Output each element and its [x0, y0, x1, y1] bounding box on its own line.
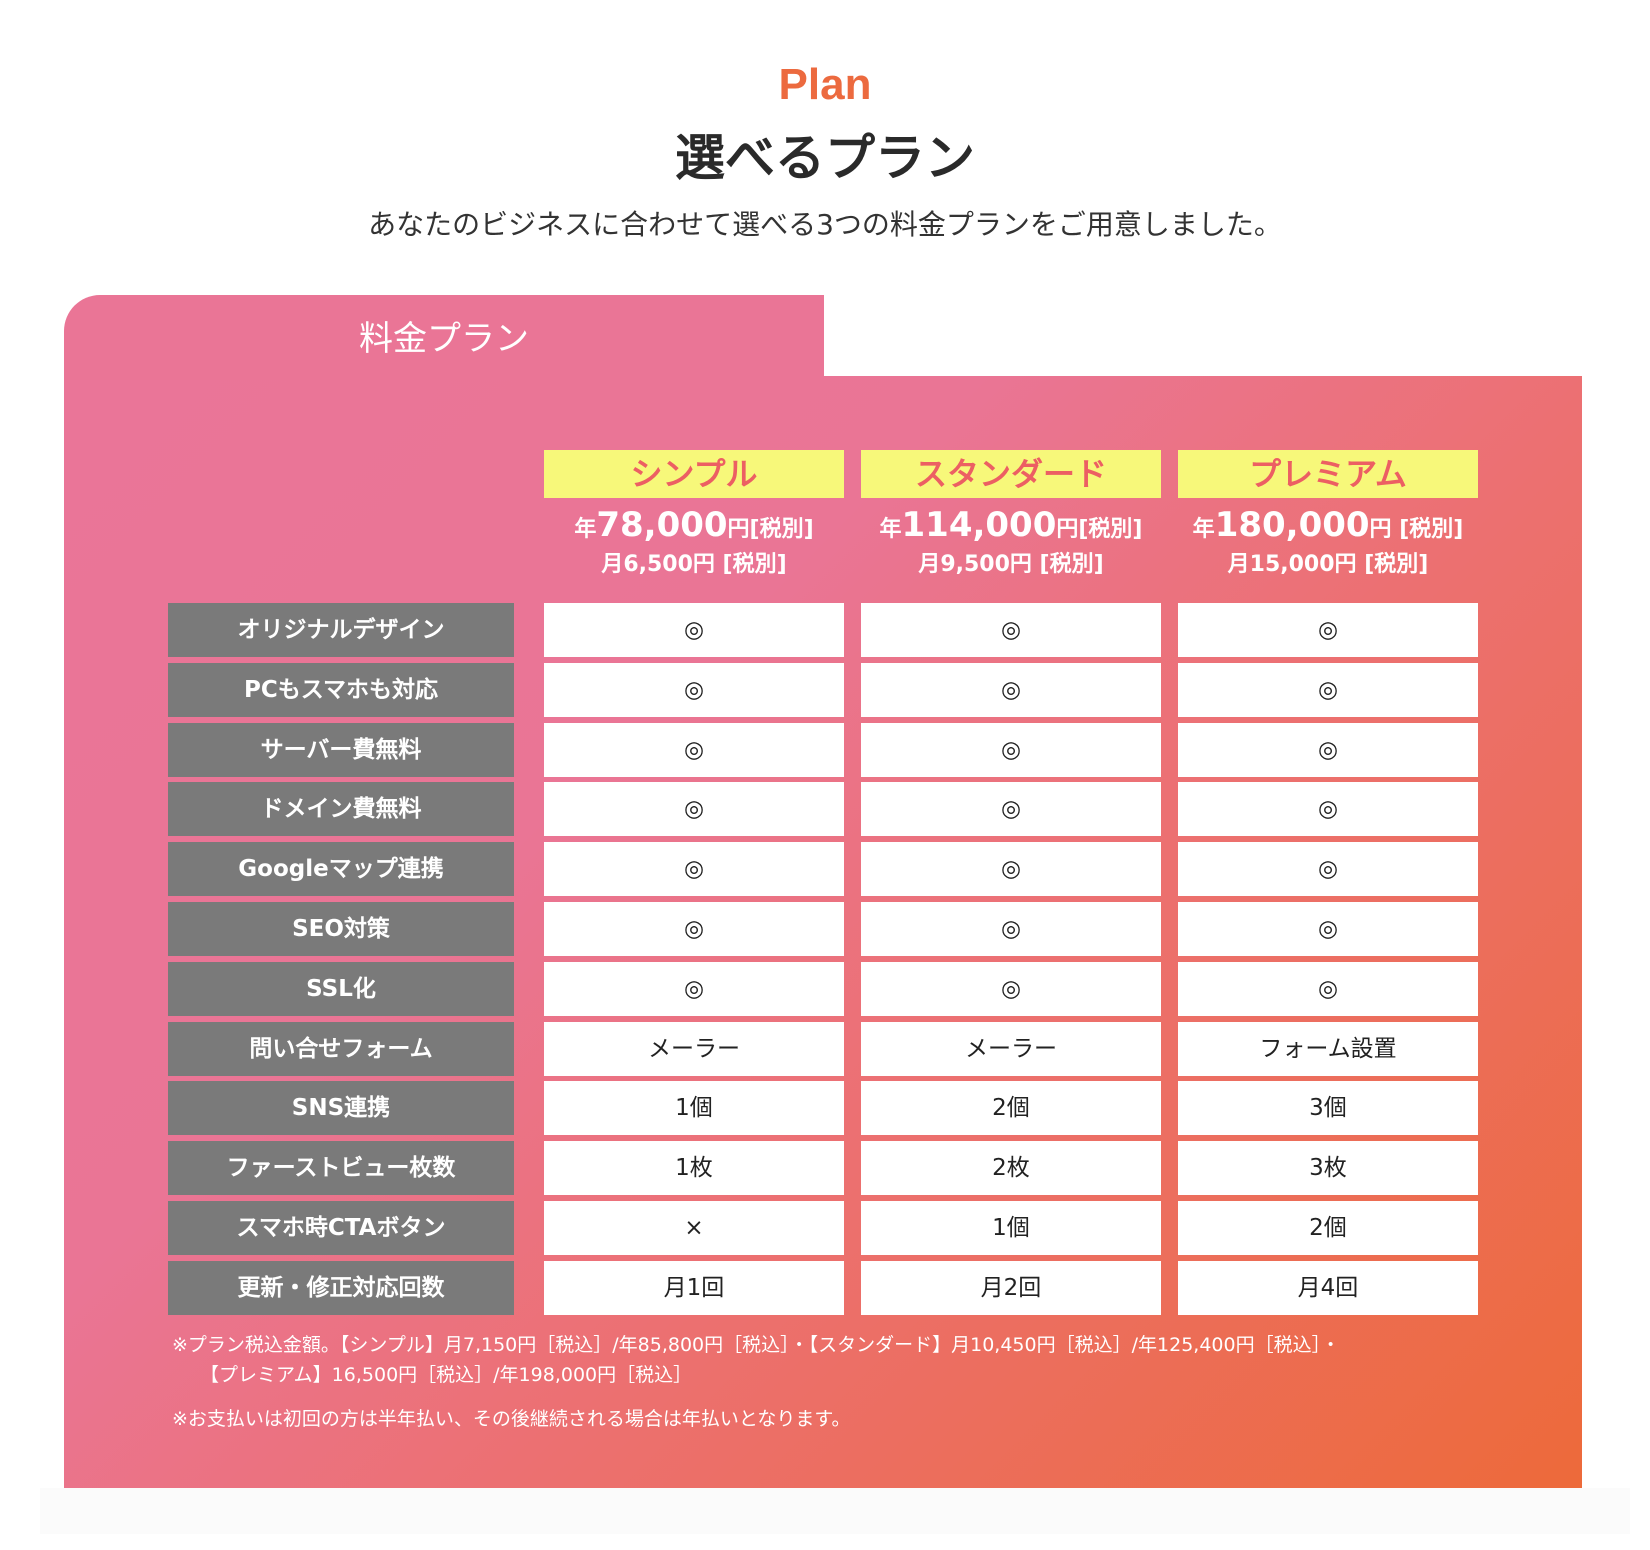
monthly-price: 月6,500円 [税別]	[601, 552, 787, 577]
yearly-suffix: 円[税別]	[1056, 517, 1143, 542]
plan-name: シンプル	[544, 450, 844, 498]
feature-label: PCもスマホも対応	[168, 663, 514, 717]
page-title: 選べるプラン	[675, 129, 975, 187]
feature-cell: メーラー	[861, 1022, 1161, 1076]
feature-cell: ◎	[1178, 723, 1478, 777]
feature-cell: ◎	[861, 603, 1161, 657]
feature-label: オリジナルデザイン	[168, 603, 514, 657]
yearly-prefix: 年	[879, 517, 902, 542]
plan-name: プレミアム	[1178, 450, 1478, 498]
feature-label: サーバー費無料	[168, 723, 514, 777]
feature-cell: ◎	[1178, 902, 1478, 956]
yearly-suffix: 円[税別]	[727, 517, 814, 542]
yearly-prefix: 年	[1192, 517, 1215, 542]
yearly-price: 年114,000円[税別]	[861, 505, 1161, 551]
feature-label: ドメイン費無料	[168, 782, 514, 836]
feature-cell: ◎	[1178, 663, 1478, 717]
tax-note-line2: 【プレミアム】16,500円［税込］/年198,000円［税込］	[200, 1364, 693, 1386]
feature-cell: 月2回	[861, 1261, 1161, 1315]
payment-note: ※お支払いは初回の方は半年払い、その後継続される場合は年払いとなります。	[172, 1408, 851, 1430]
tax-note: ※プラン税込金額。【シンプル】月7,150円［税込］/年85,800円［税込］・…	[172, 1330, 1502, 1390]
feature-cell: ◎	[1178, 782, 1478, 836]
feature-cell: ◎	[544, 902, 844, 956]
feature-label: Googleマップ連携	[168, 842, 514, 896]
feature-cell: ◎	[1178, 962, 1478, 1016]
feature-cell: 月1回	[544, 1261, 844, 1315]
feature-cell: ◎	[861, 902, 1161, 956]
feature-cell: 1個	[544, 1081, 844, 1135]
feature-cell: ◎	[544, 663, 844, 717]
feature-cell: 3個	[1178, 1081, 1478, 1135]
yearly-amount: 78,000	[596, 505, 728, 545]
yearly-amount: 114,000	[901, 505, 1057, 545]
yearly-suffix: 円 [税別]	[1369, 517, 1464, 542]
feature-cell: ◎	[544, 962, 844, 1016]
feature-cell: 2個	[861, 1081, 1161, 1135]
feature-label: 問い合せフォーム	[168, 1022, 514, 1076]
feature-cell: ◎	[861, 723, 1161, 777]
feature-cell: ◎	[861, 962, 1161, 1016]
feature-cell: 2枚	[861, 1141, 1161, 1195]
feature-label: ファーストビュー枚数	[168, 1141, 514, 1195]
feature-label: スマホ時CTAボタン	[168, 1201, 514, 1255]
feature-cell: ◎	[861, 842, 1161, 896]
feature-cell: 3枚	[1178, 1141, 1478, 1195]
card-tab-label: 料金プラン	[359, 319, 529, 359]
feature-cell: 2個	[1178, 1201, 1478, 1255]
feature-cell: ◎	[544, 842, 844, 896]
feature-label: 更新・修正対応回数	[168, 1261, 514, 1315]
section-eyebrow: Plan	[778, 60, 872, 109]
feature-cell: ◎	[544, 603, 844, 657]
plan-name: スタンダード	[861, 450, 1161, 498]
feature-cell: ◎	[544, 723, 844, 777]
feature-cell: 月4回	[1178, 1261, 1478, 1315]
feature-cell: フォーム設置	[1178, 1022, 1478, 1076]
monthly-price: 月15,000円 [税別]	[1227, 552, 1429, 577]
feature-cell: 1個	[861, 1201, 1161, 1255]
feature-cell: 1枚	[544, 1141, 844, 1195]
feature-label: SSL化	[168, 962, 514, 1016]
feature-label: SEO対策	[168, 902, 514, 956]
yearly-prefix: 年	[574, 517, 597, 542]
feature-cell: ◎	[1178, 603, 1478, 657]
feature-cell: ◎	[861, 782, 1161, 836]
feature-label: SNS連携	[168, 1081, 514, 1135]
yearly-price: 年180,000円 [税別]	[1178, 505, 1478, 551]
feature-cell: ×	[544, 1201, 844, 1255]
page-subtitle: あなたのビジネスに合わせて選べる3つの料金プランをご用意しました。	[368, 208, 1282, 241]
yearly-amount: 180,000	[1214, 505, 1370, 545]
tax-note-line1: ※プラン税込金額。【シンプル】月7,150円［税込］/年85,800円［税込］・…	[172, 1334, 1341, 1356]
feature-cell: ◎	[1178, 842, 1478, 896]
monthly-price: 月9,500円 [税別]	[918, 552, 1104, 577]
feature-cell: ◎	[544, 782, 844, 836]
yearly-price: 年78,000円[税別]	[544, 505, 844, 551]
feature-cell: メーラー	[544, 1022, 844, 1076]
card-tab-joiner	[64, 340, 824, 380]
bottom-shade	[40, 1488, 1630, 1534]
feature-cell: ◎	[861, 663, 1161, 717]
